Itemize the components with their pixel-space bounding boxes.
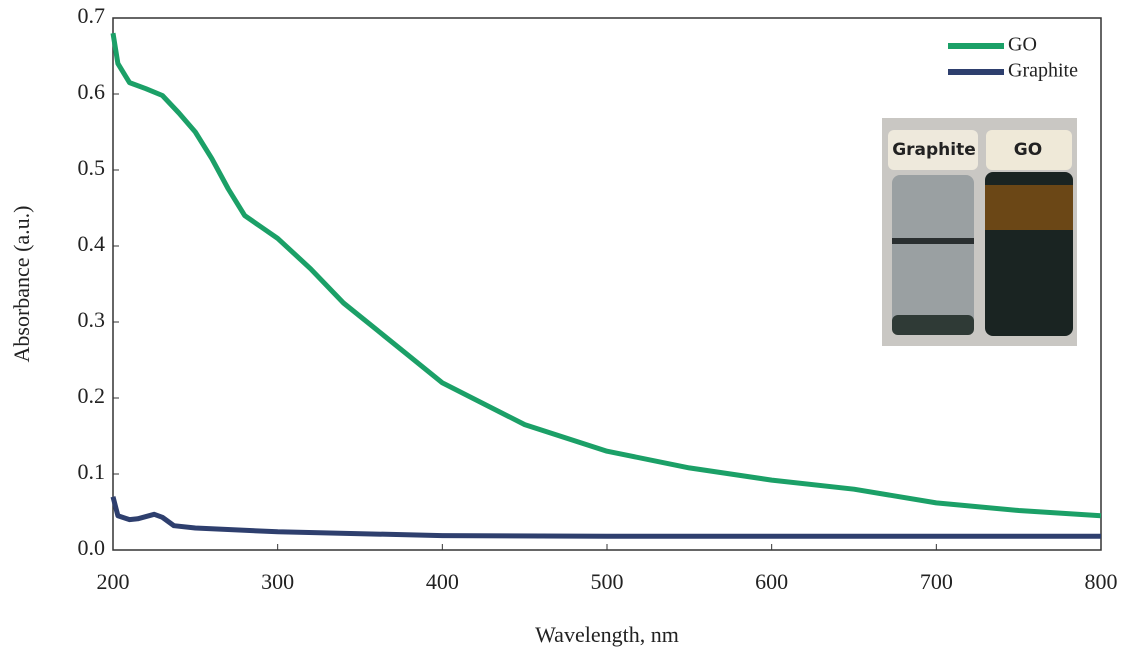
y-tick-label: 0.5 xyxy=(78,155,106,180)
vial-band xyxy=(892,238,974,244)
vial-go-top xyxy=(985,185,1073,230)
y-tick-label: 0.7 xyxy=(78,3,106,28)
x-tick-label: 500 xyxy=(591,569,624,594)
x-tick-label: 400 xyxy=(426,569,459,594)
legend-label: GO xyxy=(1008,34,1037,56)
x-tick-label: 200 xyxy=(97,569,130,594)
y-axis-label: Absorbance (a.u.) xyxy=(9,206,34,363)
y-tick-label: 0.0 xyxy=(78,535,106,560)
x-axis-label: Wavelength, nm xyxy=(535,622,679,647)
y-tick-label: 0.6 xyxy=(78,79,106,104)
y-tick-label: 0.4 xyxy=(78,231,106,256)
y-tick-label: 0.2 xyxy=(78,383,106,408)
x-tick-label: 800 xyxy=(1085,569,1118,594)
inset-photo: Graphite GO xyxy=(882,118,1077,346)
vial-graphite xyxy=(892,175,974,335)
y-tick-label: 0.3 xyxy=(78,307,106,332)
inset-label: GO xyxy=(1014,140,1042,160)
x-tick-label: 300 xyxy=(261,569,294,594)
x-tick-label: 600 xyxy=(755,569,788,594)
chart: Wavelength, nm Absorbance (a.u.) Graphit… xyxy=(0,0,1139,656)
legend-label: Graphite xyxy=(1008,60,1078,82)
x-tick-label: 700 xyxy=(920,569,953,594)
vial-sediment xyxy=(892,315,974,335)
y-tick-label: 0.1 xyxy=(78,459,106,484)
inset-label: Graphite xyxy=(892,140,976,160)
